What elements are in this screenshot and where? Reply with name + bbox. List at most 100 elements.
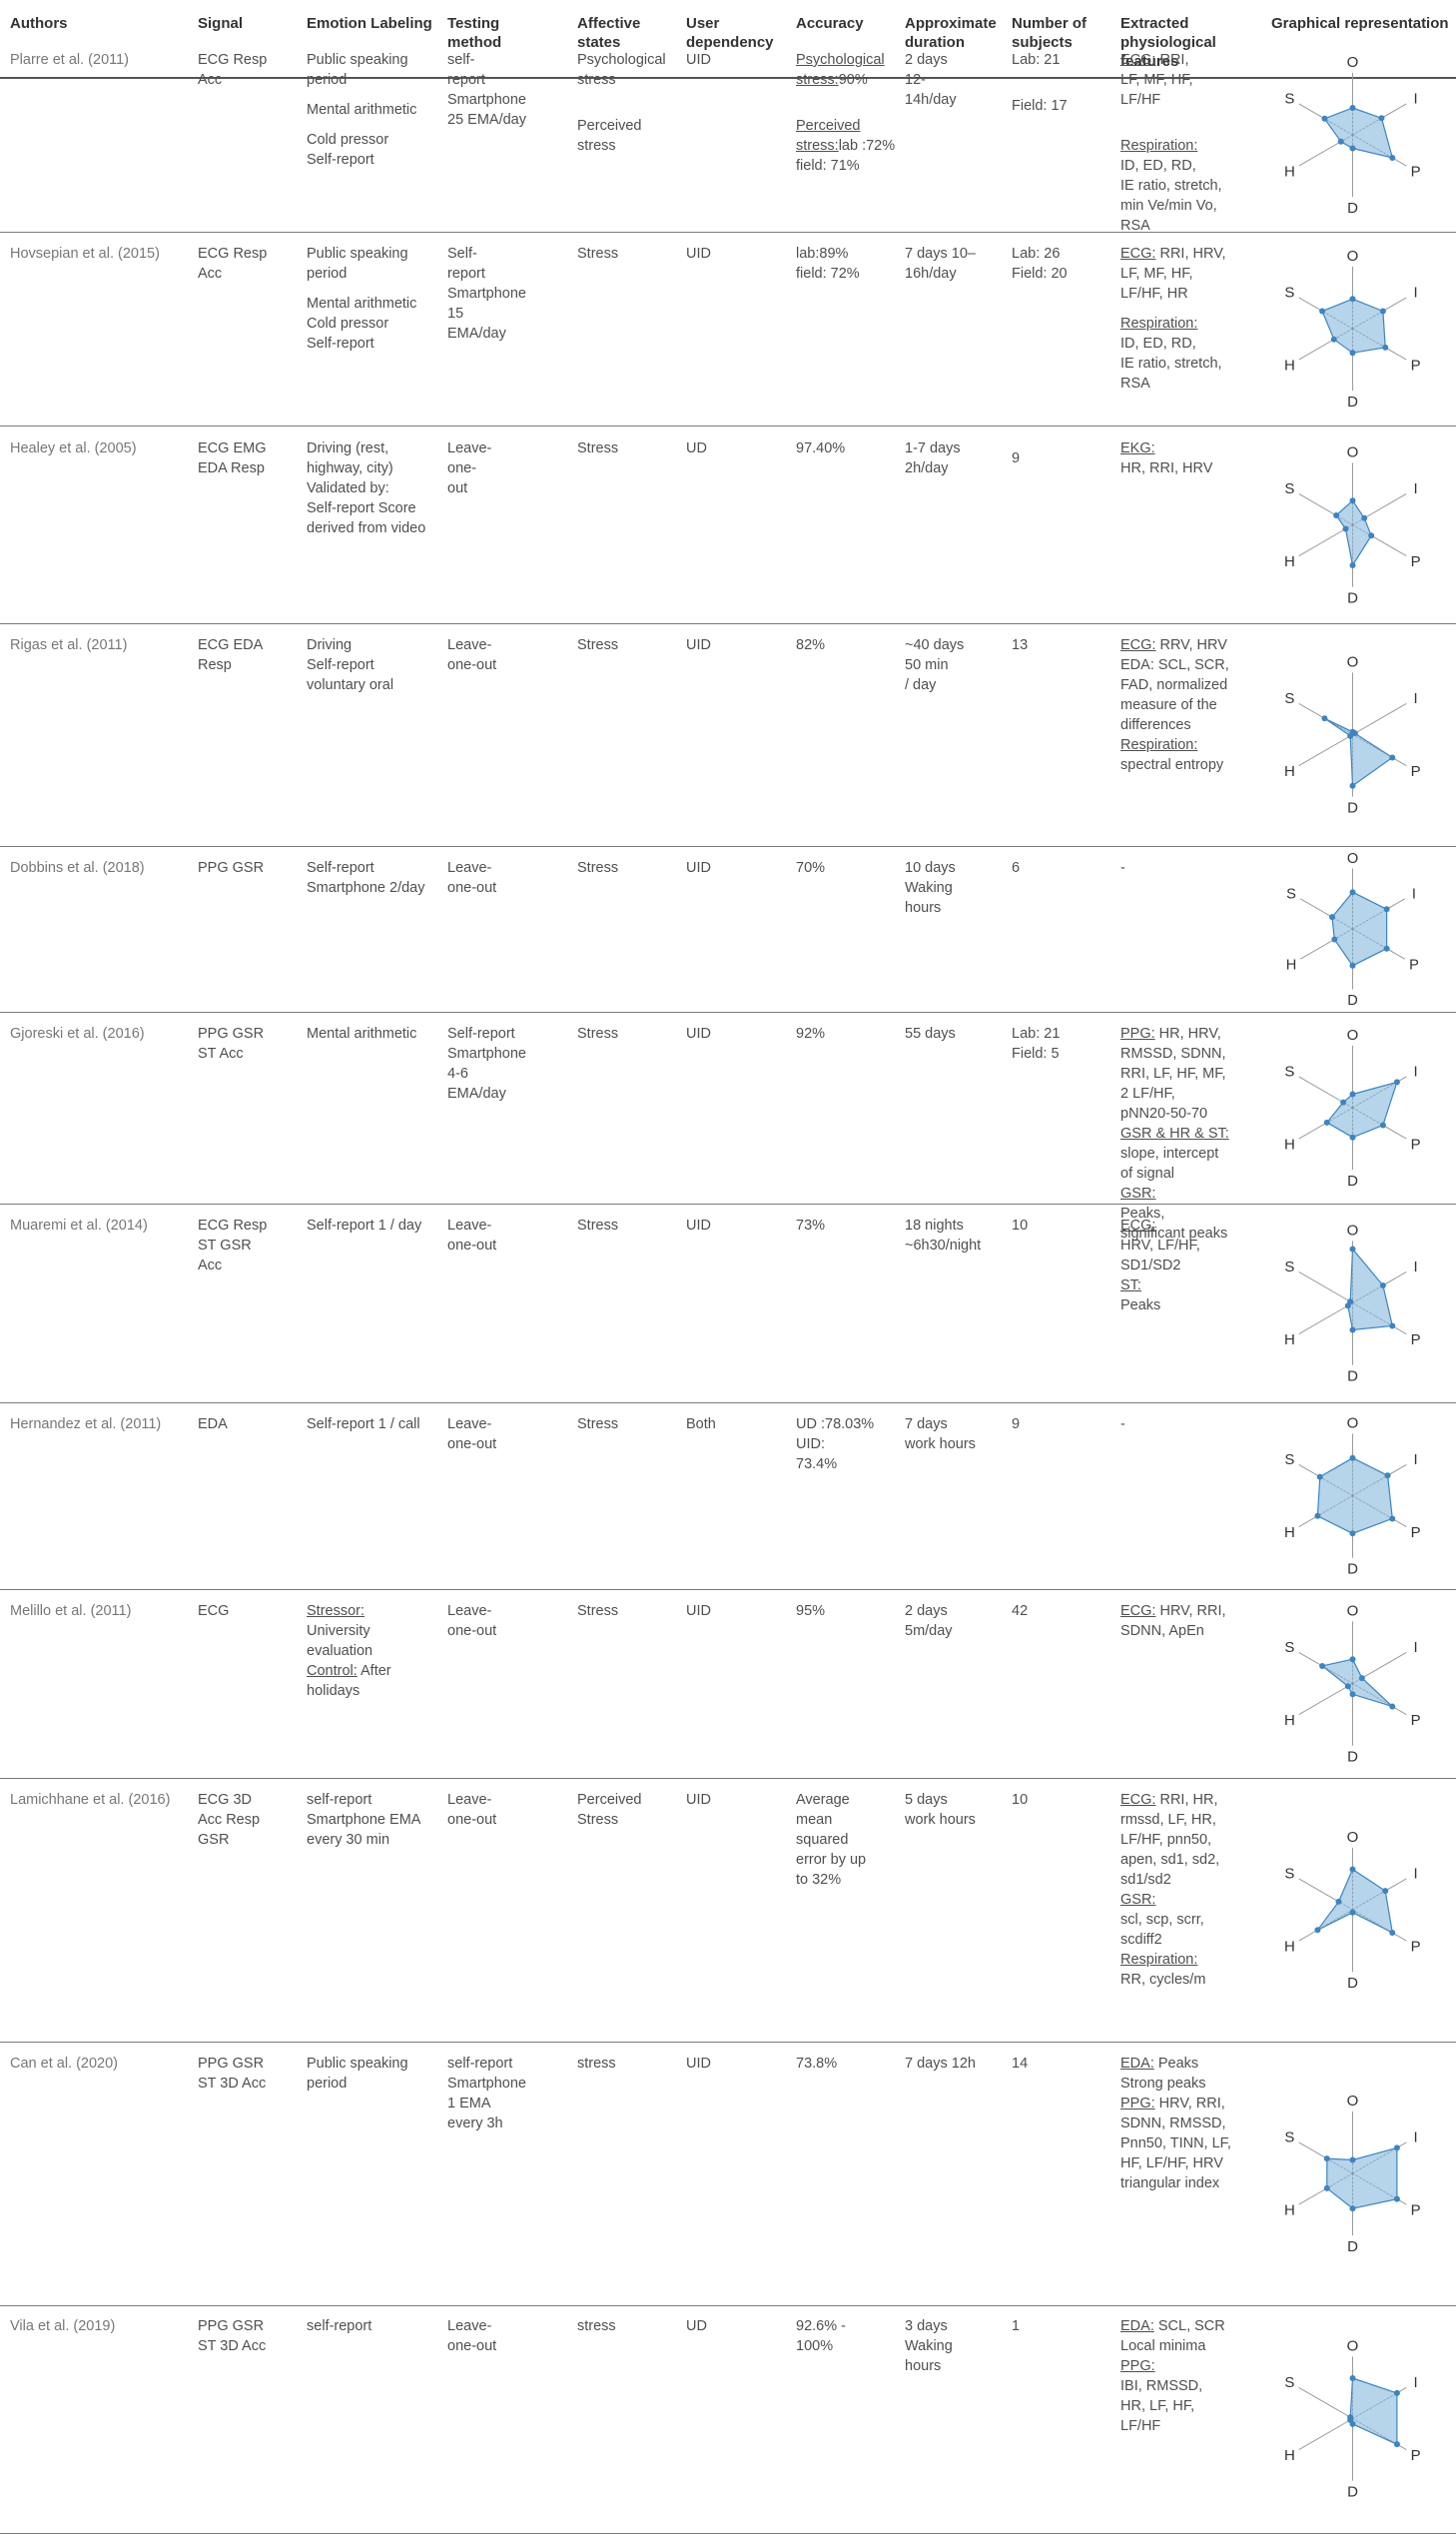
radar-label-p: P [1411,1938,1421,1955]
accuracy-block: 95% [796,1601,901,1621]
radar-label-s: S [1284,1259,1294,1275]
accuracy-text: UD :78.03% UID: 73.4% [796,1416,875,1472]
labeling-block: Driving (rest, highway, city) Validated … [307,438,446,538]
features-text: RR, cycles/m [1120,1972,1206,1988]
radar-label-o: O [1347,1603,1359,1620]
features-text: RRI, LF, MF, HF, LF/HF [1120,52,1193,108]
radar-point-i [1358,1675,1365,1682]
radar-spoke-h [1345,524,1353,529]
features-block: EDA: SCL, SCR Local minima [1120,2316,1245,2356]
table-row: Melillo et al. (2011) ECG Stressor: Univer… [0,1589,1456,1779]
cell-accuracy: 82% [796,635,901,655]
radar-svg: O I P D H S [1284,54,1421,217]
radar-label-s: S [1284,480,1294,497]
table-row: Plarre et al. (2011) ECG Resp Acc Public s… [0,38,1456,234]
cell-author: Dobbins et al. (2018) [10,858,190,878]
subjects-block: Lab: 21 [1012,50,1111,70]
cell-dependency: UID [686,858,786,878]
features-underlined-label: Respiration: [1120,737,1198,753]
radar-label-o: O [1347,851,1358,867]
cell-subjects: 10 [1012,1216,1111,1236]
cell-duration: 2 days 12- 14h/day [905,50,1010,110]
table-row: Healey et al. (2005) ECG EMG EDA Resp Driv… [0,426,1456,624]
features-underlined-label: EDA: [1120,2318,1154,2334]
features-underlined-label: ECG: [1120,52,1156,68]
radar-label-s: S [1284,285,1294,302]
cell-features: ECG: RRV, HRV EDA: SCL, SCR, FAD, normal… [1120,635,1245,775]
radar-spoke-i [1352,311,1384,330]
labeling-text: Mental arithmetic [307,1026,417,1042]
features-text: - [1120,860,1125,876]
radar-label-o: O [1347,1829,1359,1846]
radar-label-i: I [1414,1451,1418,1468]
radar-area [1321,298,1386,354]
labeling-text: After holidays [307,1663,391,1699]
cell-duration: 5 days work hours [905,1790,1010,1830]
features-block: Respiration: spectral entropy [1120,735,1245,775]
testing-text: Leave- one- out [447,440,492,496]
radar-spoke-i [1352,1474,1388,1496]
radar-label-h: H [1286,957,1297,973]
labeling-text: Self-report 1 / day [307,1218,422,1234]
testing-text: Leave- one-out [447,1416,497,1452]
affective-text: Stress [577,440,619,456]
features-text: IBI, RMSSD, HR, LF, HF, LF/HF [1120,2378,1203,2434]
radar-point-o [1349,1091,1356,1098]
radar-chart: O I P D H S [0,2304,1456,2533]
duration-text: 7 days work hours [905,1416,976,1452]
subjects-block: 9 [1012,448,1111,468]
radar-chart: O I P D H S [0,623,1456,846]
radar-point-h [1347,732,1354,739]
table-row: Lamichhane et al. (2016) ECG 3D Acc Resp… [0,1778,1456,2043]
radar-axis-h [1298,2418,1353,2450]
signal-text: PPG GSR [198,860,265,876]
radar-chart: O I P D H S [0,232,1456,425]
features-block: ECG: HRV, LF/HF, SD1/SD2 [1120,1216,1245,1275]
cell-author: Hovsepian et al. (2015) [10,244,190,264]
radar-chart: O I P D H S [0,1589,1456,1778]
duration-text: 10 days Waking hours [905,860,956,916]
accuracy-text: 73.8% [796,2056,838,2072]
radar-point-p [1368,532,1375,539]
radar-point-s [1347,1298,1354,1305]
testing-text: Leave- one-out [447,1603,497,1639]
subjects-block: 10 [1012,1216,1111,1236]
features-underlined-label: EDA: [1120,2056,1154,2072]
cell-signal: ECG Resp ST GSR Acc [198,1216,308,1275]
affective-block: Stress [577,635,677,655]
radar-label-h: H [1284,1524,1295,1541]
cell-duration: 7 days work hours [905,1414,1010,1454]
radar-point-d [1349,1326,1356,1333]
radar-chart: O I P D H S [0,1402,1456,1589]
radar-point-o [1349,889,1356,896]
header-testing-method: Testing method [447,15,502,51]
cell-labeling: self-report Smartphone EMA every 30 min [307,1790,446,1850]
labeling-text: Self-report 1 / call [307,1416,420,1432]
features-underlined-label: EKG: [1120,440,1155,456]
radar-label-s: S [1284,91,1294,108]
radar-point-h [1330,336,1337,343]
radar-axis-i [1352,703,1407,735]
table-row: Muaremi et al. (2014) ECG Resp ST GSR Ac… [0,1204,1456,1403]
cell-features: ECG: RRI, HRV, LF, MF, HF, LF/HF, HR Resp… [1120,244,1245,394]
radar-point-i [1378,115,1385,122]
radar-chart: O I P D H S [0,1012,1456,1204]
signal-text: PPG GSR ST Acc [198,1026,265,1062]
radar-point-s [1319,308,1326,315]
radar-label-o: O [1347,654,1359,671]
radar-label-i: I [1412,887,1416,903]
author-text: Muaremi et al. (2014) [10,1218,148,1234]
features-block: EDA: Peaks Strong peaks [1120,2054,1245,2094]
subjects-text: 9 [1012,450,1021,466]
cell-features: ECG: RRI, HR, rmssd, LF, HR, LF/HF, pnn5… [1120,1790,1245,1990]
table-header: Authors Signal Emotion Labeling Testing … [0,0,1456,79]
cell-signal: PPG GSR ST 3D Acc [198,2316,308,2356]
affective-block: Stress [577,1414,677,1434]
labeling-text: Driving Self-report voluntary oral [307,637,394,693]
duration-text: 18 nights ~6h30/night [905,1218,982,1254]
features-text: scl, scp, scrr, scdiff2 [1120,1912,1204,1948]
author-text: Melillo et al. (2011) [10,1603,132,1619]
radar-point-h [1337,138,1344,145]
radar-label-o: O [1347,2093,1359,2110]
radar-spoke-h [1317,1909,1353,1931]
